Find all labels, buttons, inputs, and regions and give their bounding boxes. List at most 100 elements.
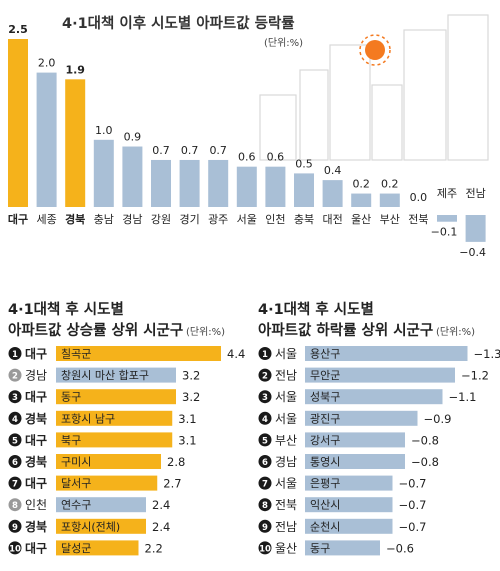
category-label: 충북 <box>294 213 314 226</box>
right-unit: (단위:%) <box>436 325 475 338</box>
bar-서울 <box>236 166 257 207</box>
bar-충남 <box>93 139 114 207</box>
rank-number: 4 <box>262 415 268 425</box>
bar-칠곡군 <box>56 346 221 361</box>
bar-세종 <box>36 72 57 207</box>
district-label: 익산시 <box>310 499 340 512</box>
region-label: 서울 <box>275 412 297 426</box>
value-label: −0.4 <box>459 246 486 259</box>
district-label: 북구 <box>61 434 81 447</box>
bar-경북 <box>65 79 86 207</box>
district-label: 통영시 <box>310 456 340 469</box>
rank-number: 5 <box>12 436 18 446</box>
value-label: 0.0 <box>410 191 428 204</box>
region-label: 대구 <box>25 390 47 404</box>
left-title-line2: 아파트값 상승률 상위 시군구 <box>8 321 183 339</box>
district-label: 창원시 마산 합포구 <box>61 369 149 382</box>
region-label: 대구 <box>25 477 47 491</box>
rank-badge <box>8 455 22 468</box>
bar-강원 <box>151 159 171 207</box>
value-label: 3.1 <box>178 433 196 447</box>
region-label: 전남 <box>275 369 297 383</box>
bar-달서구 <box>56 475 158 491</box>
bar-제주 <box>437 215 457 222</box>
rank-number: 10 <box>9 544 21 554</box>
bar-경기 <box>179 159 200 207</box>
region-label: 대구 <box>25 433 47 447</box>
rise-ranking-chart: 1 대구 칠곡군 4.42 경남 창원시 마산 합포구 3.23 대구 동구 3.24 경북 포항시 … <box>8 346 245 556</box>
rank-badge <box>8 519 22 533</box>
region-label: 전북 <box>275 498 297 512</box>
district-label: 무안군 <box>310 369 340 382</box>
category-label: 경북 <box>65 212 85 226</box>
value-label: −0.8 <box>411 433 439 447</box>
rank-number: 2 <box>12 372 18 382</box>
bar-강서구 <box>305 432 405 448</box>
rank-number: 10 <box>259 544 271 554</box>
value-label: 2.7 <box>163 477 181 491</box>
rank-number: 4 <box>12 415 18 425</box>
region-label: 서울 <box>275 390 297 404</box>
left-title-line1: 4·1대책 후 시도별 <box>8 300 124 318</box>
sun-icon <box>359 34 391 66</box>
rank-number: 9 <box>262 523 268 533</box>
district-label: 달서구 <box>61 477 91 490</box>
value-label: 3.1 <box>178 412 196 426</box>
region-label: 서울 <box>275 477 297 491</box>
value-label: −0.1 <box>431 226 458 239</box>
category-label: 전북 <box>408 213 428 226</box>
region-label: 경남 <box>25 369 47 383</box>
region-label: 경남 <box>275 455 297 469</box>
rank-badge <box>258 411 272 425</box>
region-label: 경북 <box>25 412 47 426</box>
category-label: 제주 <box>437 187 457 200</box>
category-label: 인천 <box>265 212 285 226</box>
value-label: 0.9 <box>124 131 142 144</box>
bar-인천 <box>265 166 286 207</box>
bar-대전 <box>322 180 343 207</box>
category-label: 충남 <box>94 213 114 226</box>
rank-number: 6 <box>12 458 18 468</box>
district-label: 포항시(전체) <box>61 520 120 533</box>
skyline-decoration <box>259 14 489 161</box>
value-label: −0.8 <box>411 455 439 469</box>
value-label: −0.7 <box>399 520 427 534</box>
district-label: 은평구 <box>310 477 340 490</box>
rank-number: 7 <box>262 480 268 490</box>
district-label: 강서구 <box>310 434 340 447</box>
bar-충북 <box>294 173 314 207</box>
rank-badge <box>258 476 272 490</box>
rank-badge <box>258 519 272 533</box>
value-label: 0.7 <box>152 144 170 157</box>
value-label: 1.9 <box>65 63 85 76</box>
category-label: 강원 <box>151 213 171 226</box>
bar-북구 <box>56 432 173 448</box>
value-label: 2.2 <box>145 541 163 555</box>
value-label: 0.7 <box>181 144 199 157</box>
value-label: 2.4 <box>152 520 170 534</box>
rank-badge <box>258 433 272 447</box>
bar-경남 <box>122 146 143 207</box>
value-label: 3.2 <box>182 390 200 404</box>
bar-포항시 남구 <box>56 410 173 426</box>
category-label: 경기 <box>179 213 199 226</box>
rank-badge <box>258 347 272 360</box>
bar-순천시 <box>305 518 393 534</box>
value-label: −0.7 <box>399 498 427 512</box>
bar-통영시 <box>305 454 405 469</box>
bar-달성군 <box>56 540 139 556</box>
region-label: 부산 <box>275 433 297 447</box>
district-label: 포항시 남구 <box>61 412 115 425</box>
district-label: 순천시 <box>310 519 340 533</box>
rank-badge <box>258 498 272 512</box>
rank-number: 8 <box>12 501 18 511</box>
district-label: 연수구 <box>61 499 91 512</box>
district-label: 성북구 <box>310 391 340 404</box>
value-label: −1.3 <box>474 347 500 361</box>
value-label: −0.7 <box>399 477 427 491</box>
bar-용산구 <box>305 346 468 361</box>
category-label: 세종 <box>36 213 56 226</box>
value-label: 0.6 <box>267 151 285 164</box>
region-label: 경북 <box>25 520 47 534</box>
